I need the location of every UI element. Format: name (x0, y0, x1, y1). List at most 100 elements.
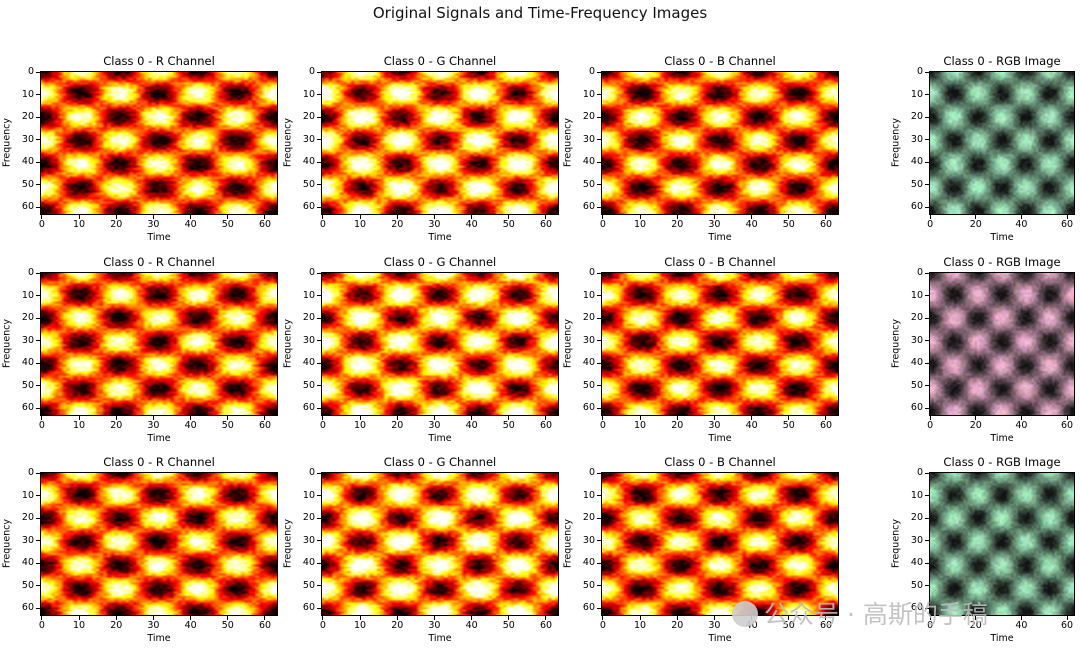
y-tick-label: 20 (910, 512, 923, 524)
y-tick-label: 0 (588, 267, 595, 279)
x-tick-mark (676, 215, 678, 219)
y-tick-mark (925, 139, 929, 141)
y-tick-label: 30 (302, 133, 315, 145)
x-tick-mark (788, 215, 790, 219)
y-tick-mark (597, 385, 601, 387)
x-tick-label: 30 (428, 620, 441, 631)
y-tick-mark (925, 385, 929, 387)
x-tick-mark (152, 416, 154, 420)
y-tick-mark (36, 94, 40, 96)
x-tick-label: 50 (782, 420, 795, 431)
y-tick-mark (317, 362, 321, 364)
x-tick-mark (545, 416, 547, 420)
x-tick-mark (190, 416, 192, 420)
heatmap-image (929, 71, 1075, 215)
x-tick-label: 60 (258, 620, 272, 631)
x-tick-label: 60 (258, 219, 272, 230)
y-tick-mark (36, 272, 40, 274)
x-tick-label: 40 (184, 620, 197, 631)
y-tick-mark (925, 340, 929, 342)
x-tick-label: 0 (927, 420, 934, 431)
x-tick-mark (639, 215, 641, 219)
x-tick-label: 60 (539, 620, 553, 631)
x-axis-label: Time (708, 232, 732, 243)
y-tick-label: 20 (582, 312, 595, 324)
x-tick-mark (602, 416, 604, 420)
subplot-title: Class 0 - G Channel (383, 255, 497, 269)
x-tick-mark (825, 416, 827, 420)
x-tick-label: 50 (221, 219, 234, 230)
y-tick-mark (36, 562, 40, 564)
y-tick-label: 40 (582, 557, 595, 569)
x-tick-label: 20 (110, 219, 123, 230)
y-axis-label: Frequency (562, 117, 574, 168)
y-tick-mark (317, 472, 321, 474)
x-tick-mark (1020, 416, 1022, 420)
y-tick-label: 30 (910, 334, 923, 346)
x-tick-mark (471, 616, 473, 620)
y-tick-label: 20 (302, 312, 315, 324)
y-tick-mark (597, 94, 601, 96)
y-tick-mark (597, 562, 601, 564)
x-axis-label: Time (428, 232, 452, 243)
subplot-title: Class 0 - R Channel (103, 54, 215, 68)
x-tick-mark (751, 215, 753, 219)
y-tick-mark (36, 184, 40, 186)
x-tick-mark (471, 215, 473, 219)
y-tick-label: 40 (582, 156, 595, 168)
y-tick-label: 40 (21, 156, 34, 168)
y-axis-label: Frequency (1, 518, 13, 569)
x-tick-mark (190, 215, 192, 219)
x-tick-label: 30 (147, 420, 160, 431)
x-tick-label: 40 (1015, 420, 1028, 431)
y-tick-mark (597, 161, 601, 163)
y-tick-mark (317, 139, 321, 141)
y-tick-label: 30 (21, 534, 34, 546)
y-tick-mark (925, 161, 929, 163)
subplot-title: Class 0 - G Channel (383, 54, 497, 68)
x-tick-mark (508, 416, 510, 420)
x-axis-label: Time (147, 433, 171, 444)
heatmap-image (40, 472, 278, 616)
y-tick-label: 30 (582, 534, 595, 546)
x-tick-mark (825, 215, 827, 219)
subplot-title: Class 0 - R Channel (103, 255, 215, 269)
x-tick-label: 20 (969, 420, 982, 431)
y-tick-label: 10 (21, 289, 34, 301)
x-tick-mark (359, 616, 361, 620)
x-tick-label: 50 (502, 420, 515, 431)
y-tick-mark (317, 540, 321, 542)
x-tick-label: 60 (1060, 620, 1074, 631)
y-tick-mark (597, 362, 601, 364)
watermark-text: 公众号 · 高斯的手稿 (764, 600, 988, 629)
y-tick-mark (317, 385, 321, 387)
subplot-title: Class 0 - B Channel (664, 54, 776, 68)
x-tick-label: 30 (708, 219, 721, 230)
x-tick-mark (1066, 616, 1068, 620)
y-tick-label: 40 (21, 557, 34, 569)
y-tick-mark (597, 184, 601, 186)
x-tick-label: 10 (73, 420, 86, 431)
y-tick-label: 40 (302, 156, 315, 168)
y-tick-mark (317, 562, 321, 564)
x-tick-mark (227, 616, 229, 620)
y-tick-label: 0 (27, 467, 34, 479)
y-axis-label: Frequency (562, 318, 574, 369)
x-axis-label: Time (990, 433, 1014, 444)
x-tick-mark (359, 215, 361, 219)
y-tick-label: 60 (302, 602, 315, 614)
x-tick-mark (78, 616, 80, 620)
y-tick-label: 20 (582, 512, 595, 524)
x-tick-mark (433, 416, 435, 420)
y-axis-label: Frequency (890, 117, 902, 168)
y-tick-mark (36, 139, 40, 141)
y-tick-label: 10 (582, 88, 595, 100)
x-tick-mark (1020, 616, 1022, 620)
heatmap-image (929, 472, 1075, 616)
y-tick-label: 30 (582, 133, 595, 145)
x-axis-label: Time (708, 633, 732, 644)
y-tick-mark (317, 317, 321, 319)
heatmap-image (321, 272, 559, 416)
x-tick-label: 10 (354, 420, 367, 431)
y-tick-mark (597, 340, 601, 342)
